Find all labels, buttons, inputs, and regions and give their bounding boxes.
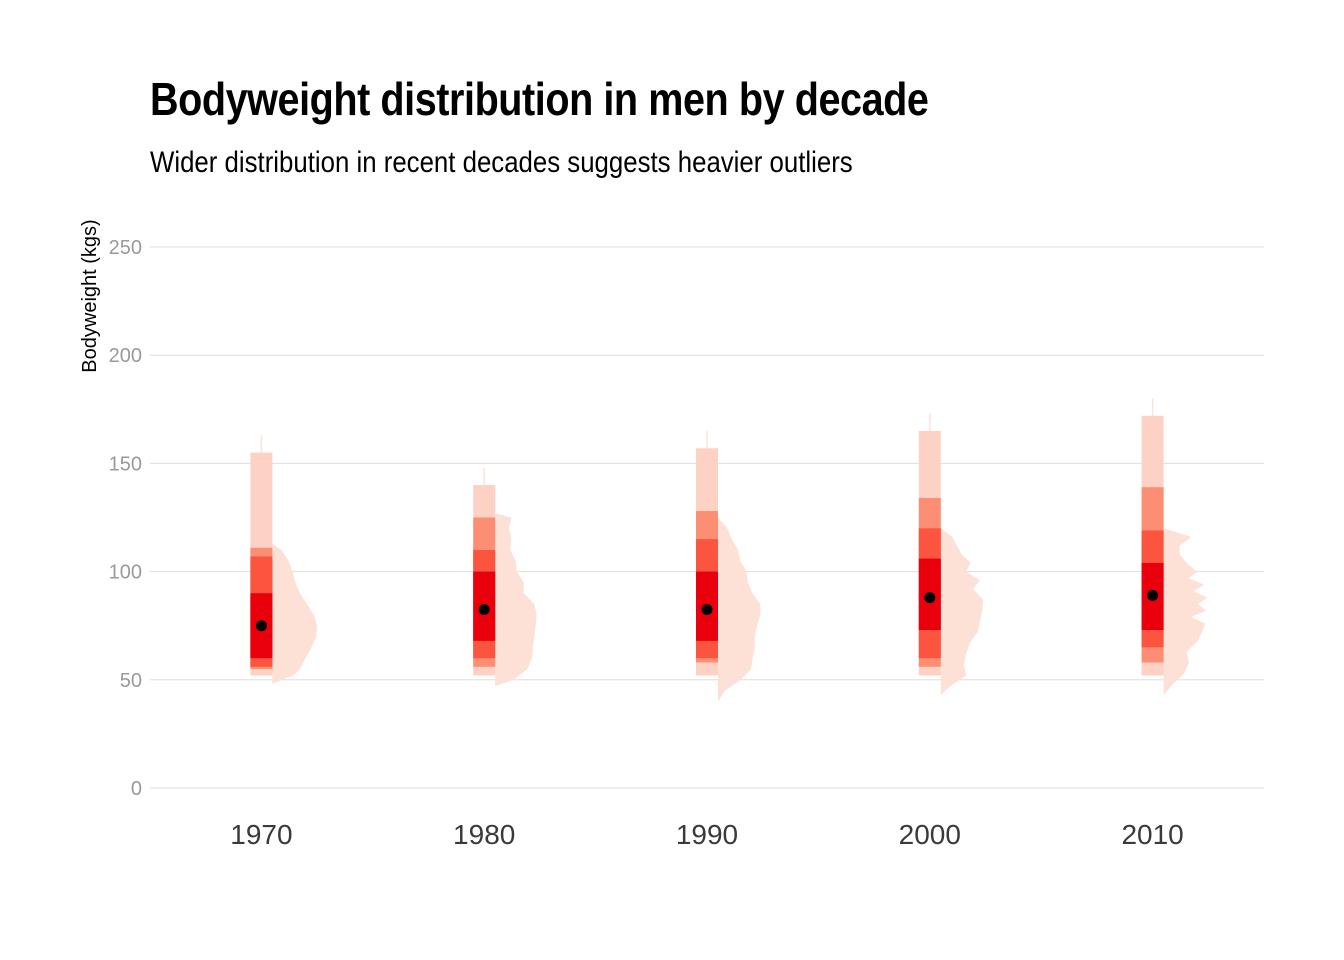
- density-shape: [495, 513, 537, 687]
- x-tick-label: 1980: [453, 819, 515, 850]
- density-shape: [718, 517, 761, 702]
- x-tick-label: 1990: [676, 819, 738, 850]
- y-tick-label: 150: [109, 453, 142, 475]
- median-point: [255, 620, 267, 632]
- chart-subtitle: Wider distribution in recent decades sug…: [150, 146, 853, 179]
- y-tick-label: 200: [109, 345, 142, 367]
- y-tick-label: 50: [120, 670, 142, 692]
- decade-group-1980: [473, 467, 537, 687]
- density-shape: [272, 543, 317, 685]
- median-point: [701, 603, 713, 615]
- y-axis-ticks: 0 50 100 150 200 250: [109, 237, 142, 800]
- y-tick-label: 250: [109, 237, 142, 259]
- decade-group-2010: [1141, 398, 1208, 695]
- distribution-marks: [250, 398, 1208, 702]
- decade-group-2000: [918, 413, 984, 695]
- chart-title: Bodyweight distribution in men by decade: [150, 73, 929, 125]
- y-tick-label: 0: [131, 778, 142, 800]
- decade-group-1990: [696, 430, 761, 702]
- median-point: [924, 592, 936, 604]
- density-shape: [940, 528, 984, 695]
- density-shape: [1163, 528, 1208, 695]
- x-axis-ticks: 1970 1980 1990 2000 2010: [230, 819, 1183, 850]
- x-tick-label: 1970: [230, 819, 292, 850]
- y-axis-label: Bodyweight (kgs): [79, 219, 101, 372]
- x-tick-label: 2010: [1121, 819, 1183, 850]
- y-tick-label: 100: [109, 562, 142, 584]
- x-tick-label: 2000: [899, 819, 961, 850]
- decade-group-1970: [250, 435, 317, 685]
- median-point: [478, 603, 490, 615]
- median-point: [1147, 589, 1159, 601]
